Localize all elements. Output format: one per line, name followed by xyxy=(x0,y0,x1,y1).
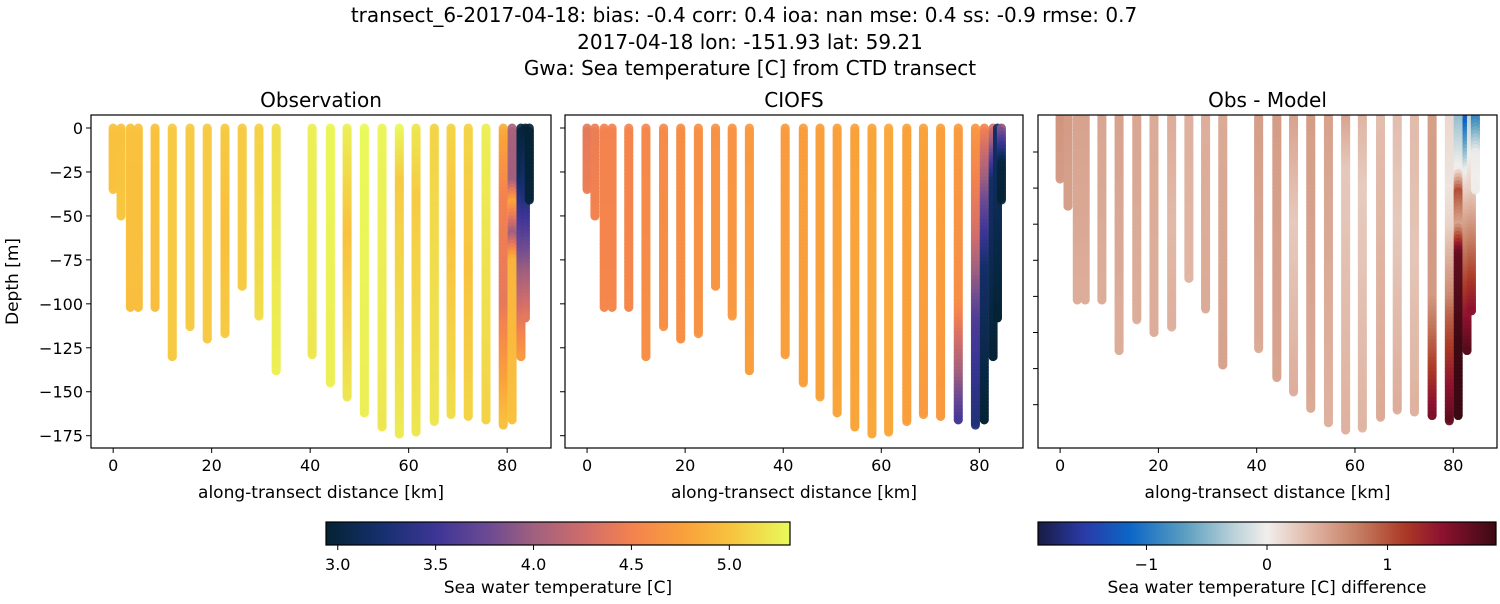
y-tick-label: −175 xyxy=(39,427,83,446)
x-axis-label: along-transect distance [km] xyxy=(671,483,917,503)
y-tick-label: −150 xyxy=(39,383,83,402)
x-tick-label: 80 xyxy=(497,456,517,475)
y-tick-label: −75 xyxy=(49,251,83,270)
y-axis-label: Depth [m] xyxy=(3,238,23,325)
cast-marks xyxy=(1060,116,1475,430)
title-line-2: 2017-04-18 lon: -151.93 lat: 59.21 xyxy=(577,30,923,54)
y-tick-label: −125 xyxy=(39,339,83,358)
x-tick-label: 60 xyxy=(871,456,891,475)
x-tick-label: 80 xyxy=(969,456,989,475)
panel-2: CIOFS 0 20 40 60 80 along-transect distance [k… xyxy=(560,88,1023,503)
panel-1: Observation 0 20 40 60 80 along-transect dista… xyxy=(3,88,551,503)
x-tick-label: 20 xyxy=(675,456,695,475)
y-tick-label: 0 xyxy=(73,119,83,138)
x-tick-label: 0 xyxy=(582,456,592,475)
x-tick-label: 40 xyxy=(300,456,320,475)
x-tick-label: 20 xyxy=(201,456,221,475)
panel-title: Observation xyxy=(260,88,382,112)
y-tick-label: −25 xyxy=(49,163,83,182)
x-tick-label: 60 xyxy=(398,456,418,475)
title-line-1: transect_6-2017-04-18: bias: -0.4 corr: … xyxy=(351,3,1137,27)
x-tick-label: 40 xyxy=(773,456,793,475)
cast-marks xyxy=(587,128,1001,434)
cast-marks xyxy=(113,128,529,434)
panel-title: CIOFS xyxy=(764,88,823,112)
title-line-3: Gwa: Sea temperature [C] from CTD transe… xyxy=(524,56,976,80)
x-tick-label: 0 xyxy=(108,456,118,475)
x-axis-label: along-transect distance [km] xyxy=(198,483,444,503)
y-tick-label: −50 xyxy=(49,207,83,226)
y-tick-label: −100 xyxy=(39,295,83,314)
